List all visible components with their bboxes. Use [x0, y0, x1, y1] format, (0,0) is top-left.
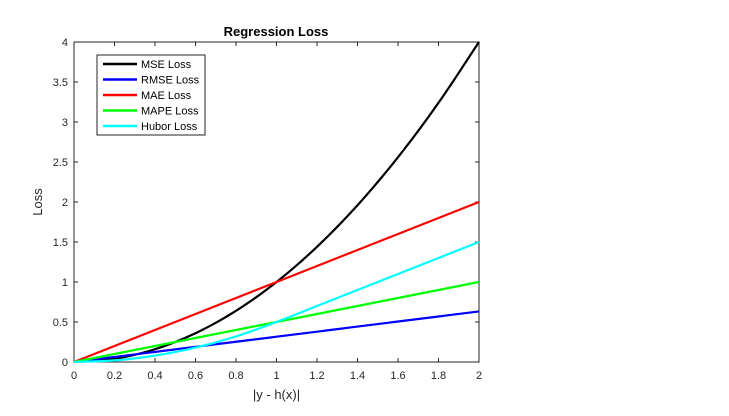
series-line-rmse-loss	[73, 310, 480, 364]
legend-entry: Hubor Loss	[141, 121, 198, 133]
y-tick-label: 2	[62, 197, 68, 209]
x-axis: 0 0.2 0.4 0.6 0.8 1 1.2 1.4 1.6 1.8 2	[71, 42, 482, 382]
x-tick-label: 0	[71, 370, 77, 382]
y-tick-label: 1	[62, 277, 68, 289]
legend-entry: MAPE Loss	[141, 106, 199, 118]
y-tick-label: 1.5	[53, 237, 68, 249]
y-tick-label: 2.5	[53, 157, 68, 169]
x-tick-label: 2	[476, 370, 482, 382]
chart-title: Regression Loss	[224, 24, 329, 39]
x-tick-label: 1.8	[431, 370, 446, 382]
series-line-mae-loss	[73, 200, 480, 364]
legend-entry: MAE Loss	[141, 90, 192, 102]
y-tick-label: 3	[62, 117, 68, 129]
series-line-hubor-loss	[73, 240, 480, 364]
legend-entry: RMSE Loss	[141, 75, 200, 87]
y-axis-label: Loss	[30, 188, 45, 216]
series-lines	[73, 41, 480, 364]
x-tick-label: 0.4	[147, 370, 162, 382]
y-tick-label: 0.5	[53, 317, 68, 329]
y-axis: 0 0.5 1 1.5 2 2.5 3 3.5 4	[53, 37, 479, 369]
legend-entry: MSE Loss	[141, 59, 192, 71]
y-tick-label: 0	[62, 357, 68, 369]
y-tick-label: 4	[62, 37, 68, 49]
legend: MSE Loss RMSE Loss MAE Loss MAPE Loss Hubor …	[96, 54, 206, 136]
x-tick-label: 0.6	[188, 370, 203, 382]
x-axis-label: |y - h(x)|	[253, 387, 300, 402]
x-tick-label: 0.8	[228, 370, 243, 382]
x-tick-label: 1	[273, 370, 279, 382]
y-tick-label: 3.5	[53, 77, 68, 89]
x-tick-label: 1.6	[390, 370, 405, 382]
x-tick-label: 0.2	[107, 370, 122, 382]
x-tick-label: 1.4	[350, 370, 365, 382]
x-tick-label: 1.2	[309, 370, 324, 382]
